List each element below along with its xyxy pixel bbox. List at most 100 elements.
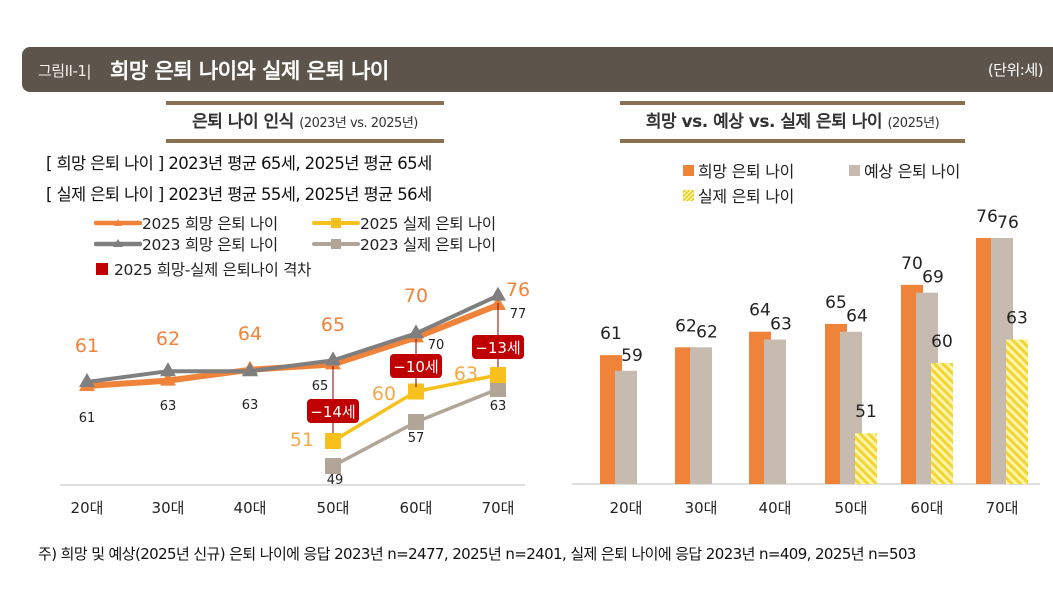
data-point bbox=[408, 414, 424, 430]
bar-value-label: 65 bbox=[825, 293, 847, 313]
x-tick-label: 60대 bbox=[911, 499, 944, 517]
bar-expected bbox=[690, 347, 712, 484]
bar-actual bbox=[855, 433, 877, 484]
legend-item-bar-expected: 예상 은퇴 나이 bbox=[848, 158, 960, 182]
data-point bbox=[408, 324, 424, 339]
legend-square-red-icon bbox=[96, 263, 108, 275]
bar-value-label: 64 bbox=[846, 307, 868, 327]
data-point bbox=[325, 458, 341, 474]
data-point bbox=[490, 367, 506, 383]
figure-title: 희망 은퇴 나이와 실제 은퇴 나이 bbox=[110, 59, 389, 83]
data-label: 63 bbox=[242, 398, 259, 413]
legend-item-actual-2023: 2023 실제 은퇴 나이 bbox=[312, 233, 496, 255]
legend-item-actual-2025: 2025 실제 은퇴 나이 bbox=[312, 212, 496, 234]
x-tick-label: 40대 bbox=[759, 499, 792, 517]
bar-value-label: 62 bbox=[696, 322, 718, 342]
series-line bbox=[86, 293, 499, 384]
bar-value-label: 76 bbox=[997, 213, 1019, 233]
x-tick-label: 70대 bbox=[482, 499, 515, 517]
figure-label: 그림II-1| bbox=[38, 62, 91, 80]
gap-badge bbox=[307, 399, 359, 423]
data-point bbox=[242, 362, 258, 377]
legend-label: 2023 희망 은퇴 나이 bbox=[142, 236, 278, 254]
data-label: 77 bbox=[510, 307, 527, 322]
x-tick-label: 30대 bbox=[685, 499, 718, 517]
gap-badge-label: −10세 bbox=[393, 358, 438, 376]
legend-label: 희망 은퇴 나이 bbox=[698, 162, 795, 181]
data-label: 60 bbox=[372, 383, 396, 405]
data-label: 61 bbox=[79, 411, 96, 426]
data-label: 63 bbox=[160, 399, 177, 414]
left-chart-subtitle: 은퇴 나이 인식 (2023년 vs. 2025년) bbox=[166, 101, 444, 143]
gap-badge-label: −13세 bbox=[475, 339, 520, 357]
gap-badge bbox=[390, 354, 442, 378]
data-point bbox=[325, 351, 341, 366]
bar-value-label: 70 bbox=[901, 254, 923, 274]
data-label: 65 bbox=[321, 314, 345, 336]
legend-item-bar-actual: 실제 은퇴 나이 bbox=[682, 183, 794, 207]
data-label: 63 bbox=[454, 363, 478, 385]
legend-label: 2025 희망 은퇴 나이 bbox=[142, 215, 278, 233]
legend-item-gap: 2025 희망-실제 은퇴나이 격차 bbox=[94, 258, 311, 280]
data-point bbox=[325, 433, 341, 449]
legend-line-tan-icon bbox=[312, 239, 360, 249]
legend-line-orange-icon bbox=[94, 219, 142, 226]
data-point bbox=[79, 373, 95, 387]
legend-label: 2025 실제 은퇴 나이 bbox=[360, 215, 496, 233]
x-tick-label: 50대 bbox=[317, 499, 350, 517]
x-tick-label: 50대 bbox=[835, 499, 868, 517]
footnote: 주) 희망 및 예상(2025년 신규) 은퇴 나이에 응답 2023년 n=2… bbox=[38, 545, 916, 563]
bar-value-label: 60 bbox=[931, 332, 953, 352]
legend-square-orange-icon bbox=[683, 165, 694, 176]
data-label: 63 bbox=[490, 399, 507, 414]
data-point bbox=[490, 286, 506, 301]
legend-square-beige-icon bbox=[849, 165, 860, 176]
bar-value-label: 51 bbox=[855, 402, 877, 422]
gap-badge bbox=[472, 335, 524, 359]
bar-value-label: 64 bbox=[749, 301, 771, 321]
data-label: 76 bbox=[506, 279, 530, 301]
bar-value-label: 59 bbox=[621, 346, 643, 366]
right-subtitle-year: (2025년) bbox=[887, 116, 940, 131]
data-label: 70 bbox=[428, 338, 445, 353]
summary-hope: [ 희망 은퇴 나이 ] 2023년 평균 65세, 2025년 평균 65세 bbox=[46, 154, 432, 173]
legend-item-hope-2023: 2023 희망 은퇴 나이 bbox=[94, 233, 278, 255]
legend-line-gray-icon bbox=[94, 239, 142, 247]
legend-item-hope-2025: 2025 희망 은퇴 나이 bbox=[94, 212, 278, 234]
data-label: 57 bbox=[408, 431, 425, 446]
data-point bbox=[160, 371, 176, 386]
bar-value-label: 69 bbox=[922, 268, 944, 288]
left-subtitle-years: (2023년 vs. 2025년) bbox=[299, 116, 418, 131]
legend-label: 2023 실제 은퇴 나이 bbox=[360, 236, 496, 254]
bar-value-label: 61 bbox=[600, 324, 622, 344]
bar-value-label: 62 bbox=[675, 316, 697, 336]
data-point bbox=[160, 362, 176, 377]
bar-expected bbox=[615, 370, 637, 484]
bar-value-label: 63 bbox=[770, 315, 792, 335]
legend-label: 2025 희망-실제 은퇴나이 격차 bbox=[114, 261, 312, 279]
right-subtitle-main: 희망 vs. 예상 vs. 실제 은퇴 나이 bbox=[645, 112, 883, 132]
unit-label: (단위:세) bbox=[987, 61, 1044, 79]
x-tick-label: 70대 bbox=[986, 499, 1019, 517]
data-label: 65 bbox=[312, 379, 329, 394]
data-point bbox=[490, 381, 506, 397]
figure-header: 그림II-1| 희망 은퇴 나이와 실제 은퇴 나이 (단위:세) bbox=[22, 47, 1053, 92]
left-subtitle-main: 은퇴 나이 인식 bbox=[192, 112, 294, 132]
summary-actual: [ 실제 은퇴 나이 ] 2023년 평균 55세, 2025년 평균 56세 bbox=[46, 185, 432, 204]
gap-badge-label: −14세 bbox=[310, 403, 355, 421]
legend-line-yellow-icon bbox=[312, 218, 360, 228]
data-label: 51 bbox=[290, 429, 314, 451]
data-label: 62 bbox=[156, 328, 180, 350]
bar-expected bbox=[764, 339, 786, 484]
data-label: 61 bbox=[75, 335, 99, 357]
legend-hatched-yellow-icon bbox=[683, 190, 694, 201]
x-tick-label: 60대 bbox=[400, 499, 433, 517]
bar-actual bbox=[1006, 339, 1028, 484]
legend-label: 실제 은퇴 나이 bbox=[698, 187, 795, 206]
data-point bbox=[408, 383, 424, 400]
x-tick-label: 30대 bbox=[152, 499, 185, 517]
data-label: 64 bbox=[238, 323, 262, 345]
x-tick-label: 40대 bbox=[234, 499, 267, 517]
data-label: 70 bbox=[404, 285, 428, 307]
